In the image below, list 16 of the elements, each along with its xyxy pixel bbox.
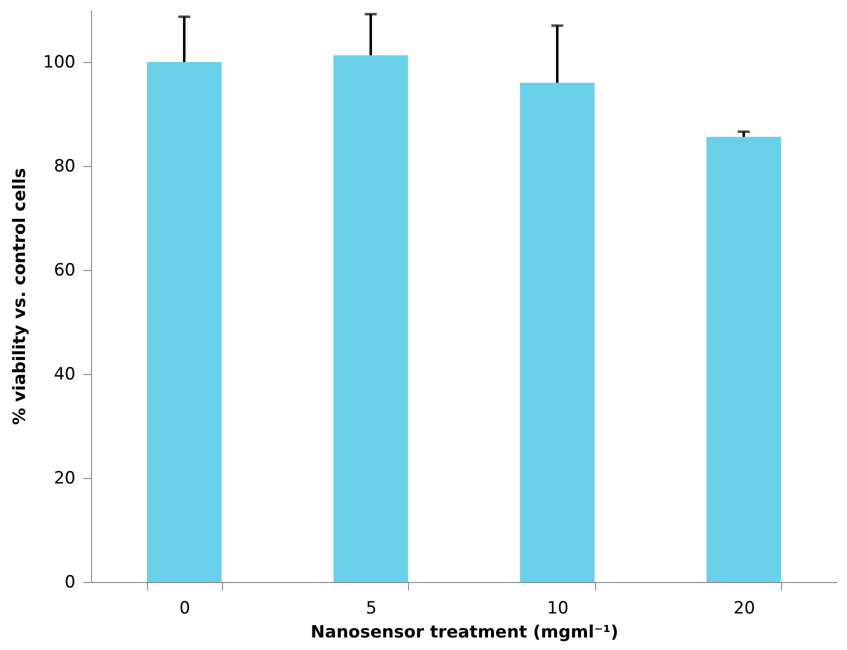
y-tick-label: 100 [43, 52, 76, 72]
bar [706, 136, 782, 582]
x-tick-label: 20 [733, 598, 756, 618]
x-tick-label: 10 [546, 598, 569, 618]
bar [146, 62, 222, 582]
y-axis-title: % viability vs. control cells [10, 168, 30, 425]
y-tick-label: 80 [54, 156, 76, 176]
x-tick-label: 5 [366, 598, 377, 618]
x-tick-label: 0 [179, 598, 190, 618]
y-tick-label: 0 [64, 572, 76, 592]
y-tick-label: 20 [54, 468, 76, 488]
y-tick-label: 60 [54, 260, 76, 280]
x-axis-title: Nanosensor treatment (mgml⁻¹) [310, 622, 618, 642]
bar [520, 82, 595, 582]
bar [333, 55, 408, 582]
y-tick-label: 40 [54, 364, 76, 384]
